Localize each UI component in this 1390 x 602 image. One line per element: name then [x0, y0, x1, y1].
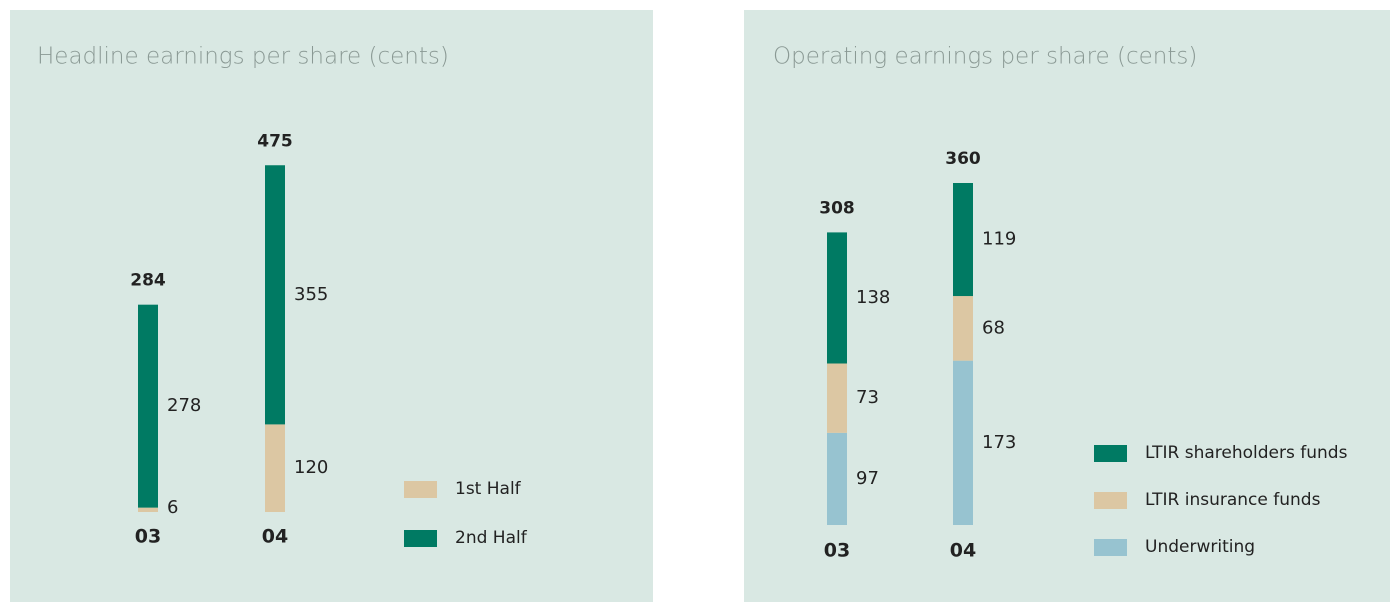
bar-segment	[265, 165, 285, 425]
category-label: 03	[135, 526, 161, 548]
legend-swatch	[404, 530, 437, 547]
legend-label: 2nd Half	[455, 528, 528, 548]
bar-segment	[138, 507, 158, 512]
legend-swatch	[1094, 445, 1127, 462]
value-label: 73	[856, 387, 879, 408]
total-label: 284	[130, 271, 166, 291]
value-label: 120	[294, 457, 328, 478]
legend-label: Underwriting	[1145, 537, 1255, 557]
value-label: 138	[856, 287, 890, 308]
bar-segment	[827, 432, 847, 525]
total-label: 308	[819, 198, 855, 218]
legend-swatch	[1094, 492, 1127, 509]
category-label: 04	[262, 526, 288, 548]
value-label: 173	[982, 432, 1016, 453]
value-label: 278	[167, 395, 201, 416]
bar-segment	[953, 360, 973, 525]
bar-segment	[827, 232, 847, 364]
legend-label: LTIR shareholders funds	[1145, 443, 1348, 463]
legend-label: LTIR insurance funds	[1145, 490, 1321, 510]
value-label: 68	[982, 317, 1005, 338]
bar-segment	[827, 363, 847, 433]
category-label: 04	[950, 540, 976, 562]
chart-title: Operating earnings per share (cents)	[773, 44, 1197, 70]
bar-segment	[265, 424, 285, 512]
value-label: 6	[167, 497, 178, 518]
value-label: 119	[982, 229, 1016, 250]
panel	[10, 10, 653, 602]
total-label: 475	[257, 131, 293, 151]
legend-swatch	[404, 481, 437, 498]
chart-title: Headline earnings per share (cents)	[37, 44, 449, 70]
value-label: 97	[856, 468, 879, 489]
total-label: 360	[945, 149, 981, 169]
category-label: 03	[824, 540, 850, 562]
bar-segment	[953, 183, 973, 297]
legend-label: 1st Half	[455, 479, 522, 499]
legend-swatch	[1094, 539, 1127, 556]
value-label: 355	[294, 284, 328, 305]
bar-segment	[138, 304, 158, 508]
panel	[744, 10, 1390, 602]
bar-segment	[953, 296, 973, 361]
